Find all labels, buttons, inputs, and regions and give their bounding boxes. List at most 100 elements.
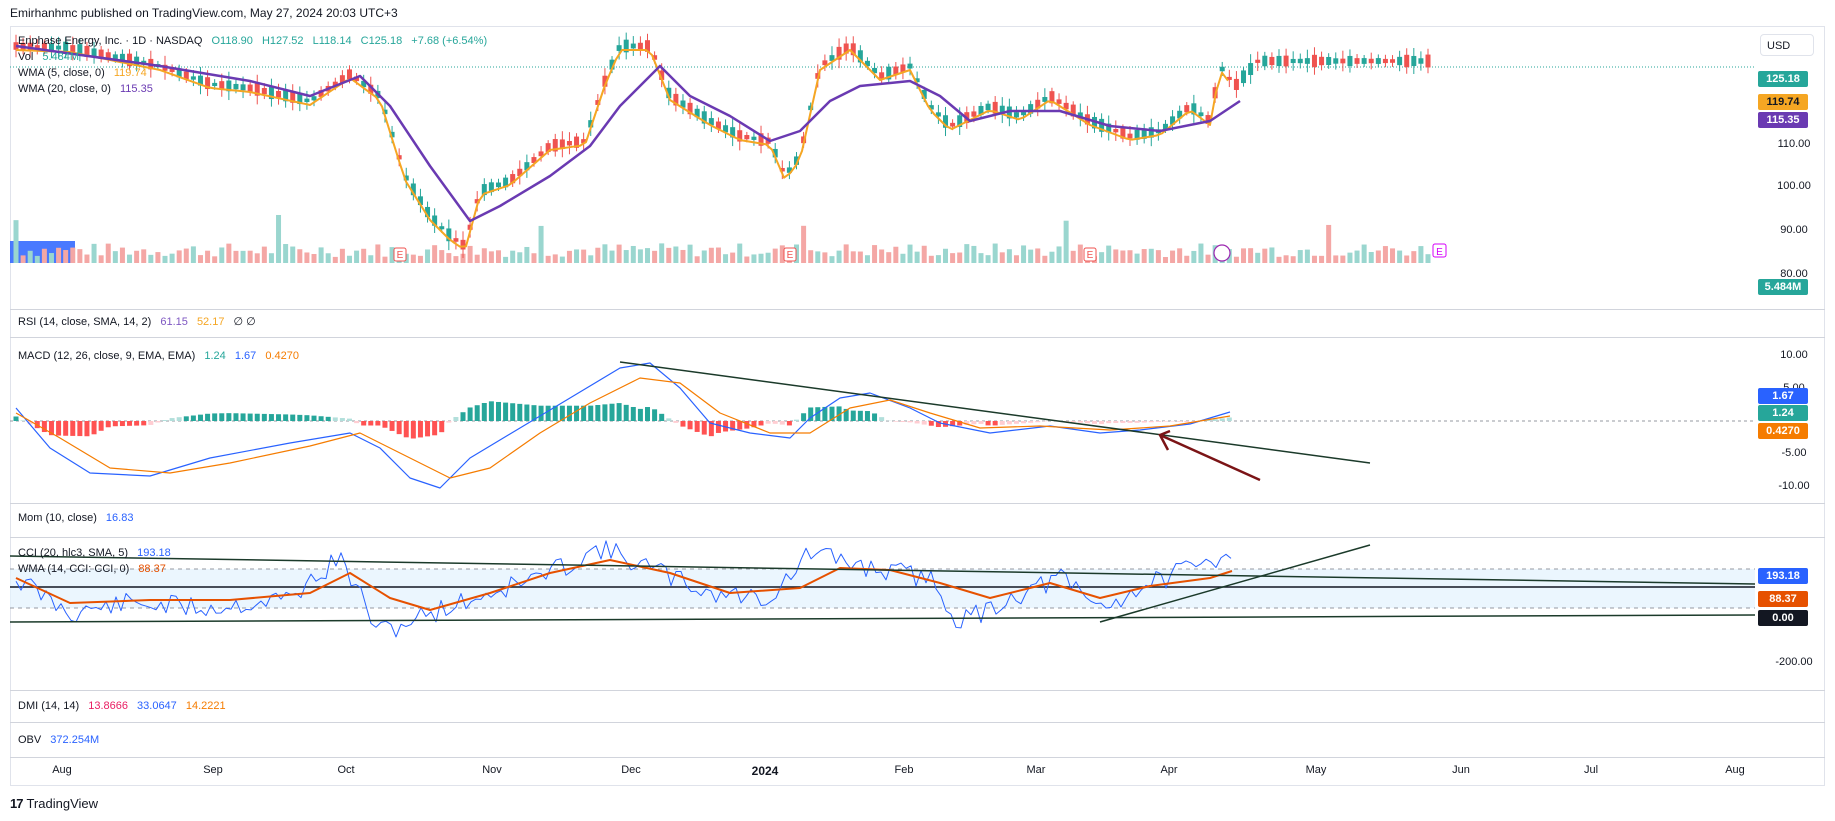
time-label: Dec — [621, 764, 641, 776]
volume-bar — [1205, 254, 1211, 263]
volume-bar — [602, 244, 608, 263]
macd-histogram-bar — [283, 414, 289, 421]
dmi-plus-value: 33.0647 — [137, 700, 177, 712]
cci-tick: -200.00 — [1775, 656, 1813, 668]
macd-pane[interactable] — [10, 338, 1755, 503]
candle-body — [70, 45, 76, 52]
candle-body — [999, 105, 1005, 115]
candle-body — [41, 42, 47, 52]
macd-histogram-bar — [566, 405, 572, 421]
macd-histogram-bar — [914, 421, 920, 424]
volume-bar — [510, 250, 516, 263]
candle-body — [829, 55, 835, 61]
volume-bar — [978, 253, 984, 263]
macd-histogram-bar — [105, 421, 111, 428]
macd-histogram-bar — [63, 421, 69, 436]
volume-bar — [1233, 256, 1239, 263]
macd-histogram-bar — [290, 414, 296, 421]
wma20-legend: WMA (20, close, 0) 115.35 — [18, 82, 153, 97]
volume-bar — [439, 250, 445, 263]
wma5-legend: WMA (5, close, 0) 119.74 — [18, 66, 147, 81]
cci-axis[interactable]: -200.00 — [1757, 538, 1825, 690]
pane-divider[interactable] — [10, 722, 1825, 723]
macd-histogram-bar — [730, 421, 736, 431]
time-label: Feb — [894, 764, 914, 776]
macd-histogram-bar — [879, 417, 885, 421]
candle-body — [907, 63, 913, 69]
mom-value: 16.83 — [105, 512, 134, 524]
candle-body — [1063, 102, 1069, 110]
candle-body — [723, 125, 729, 133]
currency-selector[interactable]: USD — [1760, 34, 1814, 56]
cci-pane[interactable] — [10, 538, 1755, 690]
candle-body — [176, 68, 182, 78]
pane-divider[interactable] — [10, 309, 1825, 310]
candle-body — [446, 228, 452, 242]
candle-body — [552, 139, 558, 152]
candle-body — [481, 184, 487, 196]
candle-body — [1255, 59, 1261, 63]
candle-body — [928, 105, 934, 110]
volume-bar — [1127, 250, 1133, 263]
candle-body — [1382, 58, 1388, 64]
cci-legend: CCI (20, hlc3, SMA, 5) 193.18 — [18, 546, 171, 561]
cci-value: 193.18 — [137, 547, 171, 559]
volume-bar — [63, 250, 69, 263]
candle-body — [1198, 112, 1204, 117]
pane-divider[interactable] — [10, 337, 1825, 338]
macd-line — [15, 362, 1231, 489]
volume-bar — [1248, 248, 1254, 263]
candle-body — [417, 196, 423, 206]
candle-body — [843, 43, 849, 54]
volume-bar — [644, 248, 650, 263]
price-axis[interactable]: 110.00 100.00 90.00 80.00 — [1757, 26, 1825, 309]
candle-body — [935, 112, 941, 117]
pane-divider[interactable] — [10, 503, 1825, 504]
volume-bar — [765, 252, 771, 263]
pane-divider[interactable] — [10, 690, 1825, 691]
macd-histogram-bar — [715, 421, 721, 433]
candle-body — [432, 215, 438, 226]
tradingview-logo[interactable]: 17 TradingView — [10, 796, 98, 811]
macd-histogram-bar — [907, 421, 913, 423]
candle-body — [1411, 55, 1417, 67]
volume-bar — [1404, 255, 1410, 263]
candle-body — [581, 139, 587, 144]
arrow-annotation-shaft — [1159, 433, 1261, 482]
candle-body — [950, 122, 956, 127]
macd-histogram-bar — [822, 406, 828, 421]
macd-histogram-bar — [1226, 417, 1232, 421]
macd-histogram-bar — [403, 421, 409, 438]
macd-signal-line — [15, 377, 1231, 479]
volume-bar — [148, 254, 154, 263]
volume-legend: Vol 5.484M — [18, 50, 79, 65]
volume-bar — [694, 256, 700, 263]
volume-bar — [389, 247, 395, 263]
volume-bar — [183, 248, 189, 263]
macd-histogram-bar — [893, 421, 899, 422]
macd-histogram-bar — [70, 421, 76, 436]
candle-body — [1326, 56, 1332, 66]
volume-bar — [985, 255, 991, 263]
candle-body — [666, 87, 672, 99]
candle-body — [510, 174, 516, 184]
macd-tick: -10.00 — [1778, 480, 1810, 492]
candle-body — [1276, 55, 1282, 67]
volume-bar — [822, 252, 828, 263]
macd-histogram-bar — [325, 416, 331, 421]
macd-histogram-bar — [1191, 421, 1197, 422]
candle-body — [751, 136, 757, 140]
macd-histogram-bar — [1035, 421, 1041, 423]
candle-body — [1333, 58, 1339, 64]
volume-bar — [893, 246, 899, 263]
volume-bar — [630, 245, 636, 263]
macd-histogram-bar — [744, 421, 750, 429]
macd-histogram-bar — [673, 421, 679, 423]
macd-histogram-bar — [794, 419, 800, 421]
candle-body — [992, 101, 998, 114]
pane-divider[interactable] — [10, 537, 1825, 538]
candle-body — [1375, 58, 1381, 64]
dmi-adx-value: 13.8666 — [88, 700, 128, 712]
macd-histogram-bar — [857, 410, 863, 421]
